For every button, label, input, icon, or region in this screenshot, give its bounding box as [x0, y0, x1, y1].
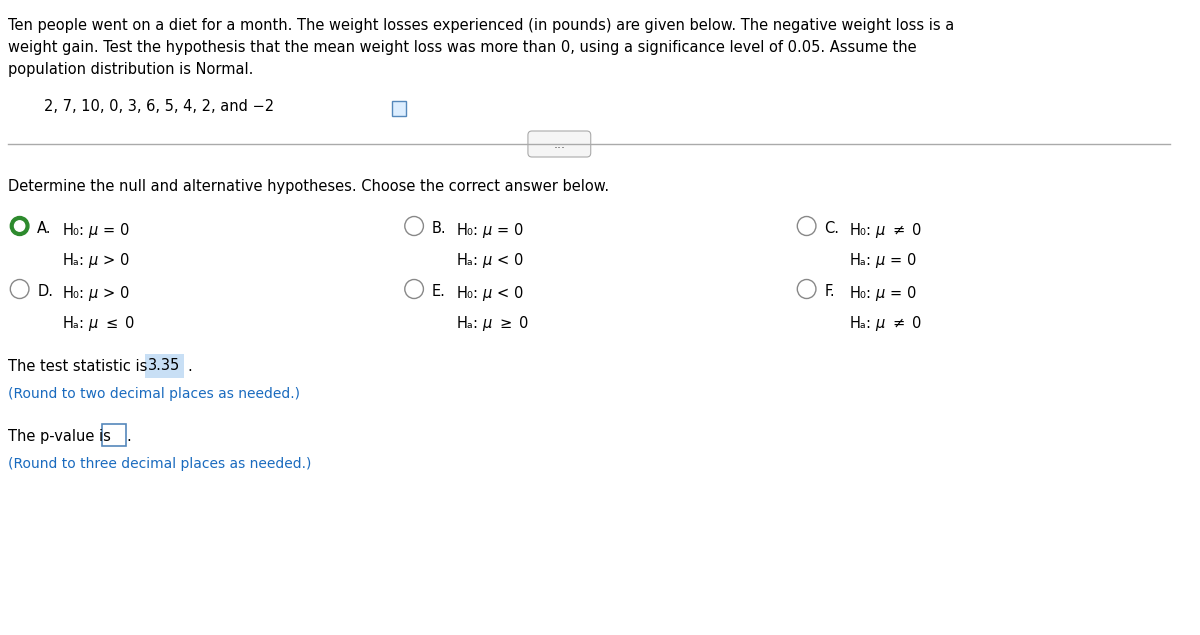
Text: Hₐ: $\mu$ $\geq$ 0: Hₐ: $\mu$ $\geq$ 0: [456, 314, 529, 333]
Text: ...: ...: [553, 138, 565, 150]
Text: (Round to three decimal places as needed.): (Round to three decimal places as needed…: [8, 457, 311, 471]
Text: population distribution is Normal.: population distribution is Normal.: [8, 62, 253, 77]
Text: Ten people went on a diet for a month. The weight losses experienced (in pounds): Ten people went on a diet for a month. T…: [8, 18, 954, 33]
Text: The p-value is: The p-value is: [8, 429, 115, 444]
Circle shape: [14, 221, 25, 231]
Text: H₀: $\mu$ $\neq$ 0: H₀: $\mu$ $\neq$ 0: [848, 221, 922, 240]
Text: (Round to two decimal places as needed.): (Round to two decimal places as needed.): [8, 387, 300, 401]
Text: Hₐ: $\mu$ < 0: Hₐ: $\mu$ < 0: [456, 251, 524, 270]
FancyBboxPatch shape: [145, 354, 184, 378]
Text: .: .: [126, 429, 131, 444]
FancyBboxPatch shape: [102, 424, 126, 446]
Text: Hₐ: $\mu$ $\neq$ 0: Hₐ: $\mu$ $\neq$ 0: [848, 314, 922, 333]
Text: weight gain. Test the hypothesis that the mean weight loss was more than 0, usin: weight gain. Test the hypothesis that th…: [8, 40, 917, 55]
Text: H₀: $\mu$ > 0: H₀: $\mu$ > 0: [62, 284, 130, 303]
Text: B.: B.: [432, 221, 446, 236]
Text: H₀: $\mu$ < 0: H₀: $\mu$ < 0: [456, 284, 524, 303]
Text: H₀: $\mu$ = 0: H₀: $\mu$ = 0: [848, 284, 917, 303]
Text: 3.35: 3.35: [148, 359, 180, 373]
Text: 2, 7, 10, 0, 3, 6, 5, 4, 2, and −2: 2, 7, 10, 0, 3, 6, 5, 4, 2, and −2: [44, 99, 275, 114]
Text: Hₐ: $\mu$ $\leq$ 0: Hₐ: $\mu$ $\leq$ 0: [62, 314, 136, 333]
FancyBboxPatch shape: [528, 131, 590, 157]
Text: H₀: $\mu$ = 0: H₀: $\mu$ = 0: [456, 221, 524, 240]
Text: Hₐ: $\mu$ > 0: Hₐ: $\mu$ > 0: [62, 251, 130, 270]
Text: A.: A.: [37, 221, 52, 236]
Text: .: .: [188, 359, 192, 374]
Text: The test statistic is: The test statistic is: [8, 359, 152, 374]
FancyBboxPatch shape: [391, 101, 407, 116]
Text: Hₐ: $\mu$ = 0: Hₐ: $\mu$ = 0: [848, 251, 917, 270]
Text: F.: F.: [824, 284, 835, 299]
Text: ✓: ✓: [14, 219, 24, 232]
Text: Determine the null and alternative hypotheses. Choose the correct answer below.: Determine the null and alternative hypot…: [8, 179, 608, 194]
Circle shape: [11, 217, 29, 236]
Text: C.: C.: [824, 221, 839, 236]
Text: E.: E.: [432, 284, 445, 299]
Text: D.: D.: [37, 284, 53, 299]
Text: H₀: $\mu$ = 0: H₀: $\mu$ = 0: [62, 221, 130, 240]
